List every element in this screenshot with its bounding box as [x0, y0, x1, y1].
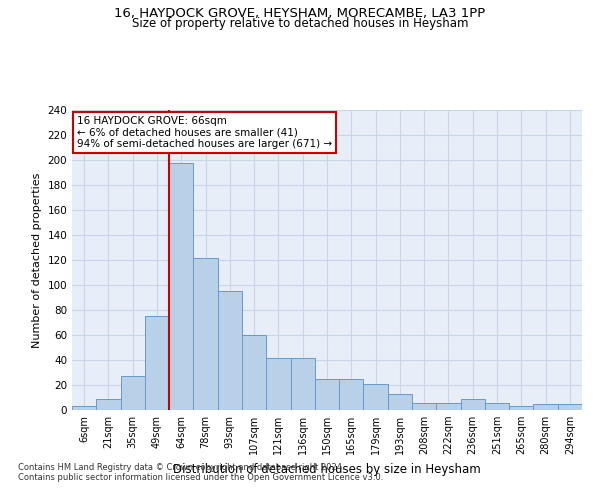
Bar	[388, 394, 412, 410]
Bar	[509, 406, 533, 410]
Bar	[339, 379, 364, 410]
Text: Contains public sector information licensed under the Open Government Licence v3: Contains public sector information licen…	[18, 474, 383, 482]
Text: Size of property relative to detached houses in Heysham: Size of property relative to detached ho…	[132, 18, 468, 30]
Bar	[436, 402, 461, 410]
Y-axis label: Number of detached properties: Number of detached properties	[32, 172, 42, 348]
Bar	[412, 402, 436, 410]
Text: 16, HAYDOCK GROVE, HEYSHAM, MORECAMBE, LA3 1PP: 16, HAYDOCK GROVE, HEYSHAM, MORECAMBE, L…	[115, 8, 485, 20]
Bar	[315, 379, 339, 410]
Bar	[72, 406, 96, 410]
Text: Contains HM Land Registry data © Crown copyright and database right 2024.: Contains HM Land Registry data © Crown c…	[18, 464, 344, 472]
Bar	[364, 384, 388, 410]
Bar	[193, 258, 218, 410]
Bar	[145, 316, 169, 410]
Bar	[169, 162, 193, 410]
Bar	[96, 399, 121, 410]
X-axis label: Distribution of detached houses by size in Heysham: Distribution of detached houses by size …	[173, 462, 481, 475]
Bar	[290, 358, 315, 410]
Bar	[266, 358, 290, 410]
Bar	[242, 335, 266, 410]
Bar	[533, 404, 558, 410]
Bar	[558, 404, 582, 410]
Bar	[485, 402, 509, 410]
Bar	[218, 291, 242, 410]
Text: 16 HAYDOCK GROVE: 66sqm
← 6% of detached houses are smaller (41)
94% of semi-det: 16 HAYDOCK GROVE: 66sqm ← 6% of detached…	[77, 116, 332, 149]
Bar	[461, 399, 485, 410]
Bar	[121, 376, 145, 410]
